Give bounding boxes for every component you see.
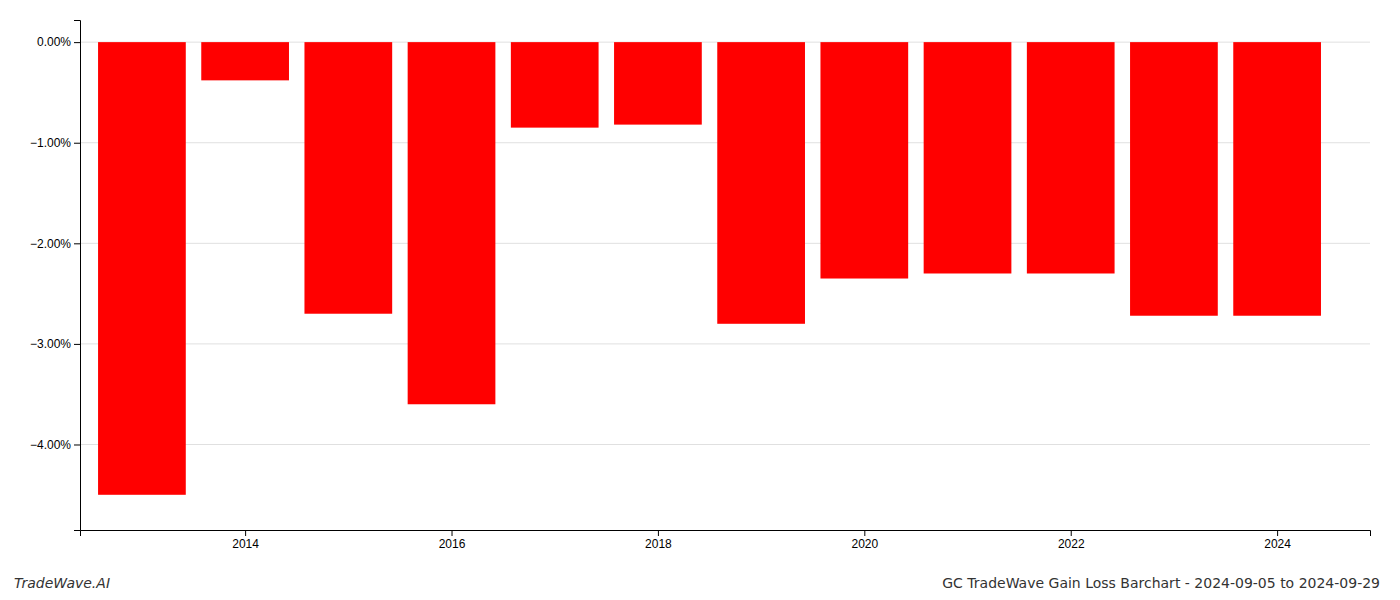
x-tick-label: 2016 — [439, 537, 466, 551]
grid-line — [80, 343, 1370, 344]
grid-line — [80, 444, 1370, 445]
bar — [614, 42, 702, 124]
x-tick-mark — [1277, 530, 1278, 536]
y-tick: −2.00% — [30, 237, 80, 251]
watermark: TradeWave.AI — [14, 575, 110, 591]
y-tick-label: −2.00% — [30, 237, 71, 251]
y-tick-mark — [74, 444, 80, 445]
x-tick-mark — [452, 530, 453, 536]
y-tick-label: 0.00% — [37, 35, 71, 49]
y-tick-mark — [74, 143, 80, 144]
x-tick: 2024 — [1264, 530, 1291, 551]
bar — [1027, 42, 1115, 273]
x-tick-label: 2014 — [232, 537, 259, 551]
x-tick-mark — [658, 530, 659, 536]
plot-area: 0.00%−1.00%−2.00%−3.00%−4.00%20142016201… — [30, 21, 1371, 551]
y-tick-mark — [74, 42, 80, 43]
y-tick: −4.00% — [30, 438, 80, 452]
y-tick-label: −3.00% — [30, 337, 71, 351]
y-tick-mark — [74, 344, 80, 345]
x-tick-mark — [864, 530, 865, 536]
y-tick-label: −4.00% — [30, 438, 71, 452]
bar — [98, 42, 186, 495]
bar — [717, 42, 805, 324]
bar — [820, 42, 908, 278]
x-tick-label: 2020 — [851, 537, 878, 551]
y-tick-label: −1.00% — [30, 136, 71, 150]
bar — [511, 42, 599, 128]
x-tick-mark — [1071, 530, 1072, 536]
x-tick-label: 2024 — [1264, 537, 1291, 551]
y-axis-line — [74, 21, 81, 531]
x-tick: 2018 — [645, 530, 672, 551]
chart-svg: 0.00%−1.00%−2.00%−3.00%−4.00%20142016201… — [0, 0, 1400, 600]
x-tick: 2014 — [232, 530, 259, 551]
x-tick-label: 2022 — [1058, 537, 1085, 551]
bar — [304, 42, 392, 314]
x-tick-mark — [245, 530, 246, 536]
x-axis-line — [81, 531, 1371, 537]
y-tick: −1.00% — [30, 136, 80, 150]
x-tick: 2016 — [439, 530, 466, 551]
bar — [1233, 42, 1321, 316]
y-axis: 0.00% −1.00% −2.00% −3.00% −4.00% — [30, 21, 81, 531]
y-tick-mark — [74, 243, 80, 244]
x-tick: 2022 — [1058, 530, 1085, 551]
grid — [80, 42, 1370, 444]
title: GC TradeWave Gain Loss Barchart - 2024-0… — [942, 575, 1380, 591]
y-tick: −3.00% — [30, 337, 80, 351]
y-tick: 0.00% — [37, 35, 80, 49]
x-tick-label: 2018 — [645, 537, 672, 551]
x-tick: 2020 — [851, 530, 878, 551]
bar — [201, 42, 289, 80]
bar — [408, 42, 496, 404]
bar — [1130, 42, 1218, 316]
bars — [98, 42, 1321, 495]
x-axis: 2014 2016 2018 2020 2022 2024 — [81, 530, 1371, 551]
bar — [924, 42, 1012, 273]
